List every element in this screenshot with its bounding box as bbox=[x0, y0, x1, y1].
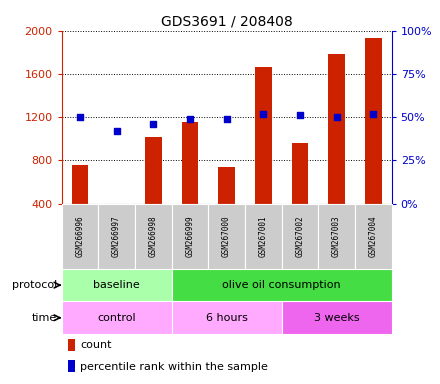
Text: GSM266998: GSM266998 bbox=[149, 215, 158, 257]
Bar bbox=[62, 269, 172, 301]
Text: GSM266996: GSM266996 bbox=[75, 215, 84, 257]
Text: 3 weeks: 3 weeks bbox=[314, 313, 359, 323]
Text: count: count bbox=[81, 341, 112, 351]
Bar bbox=[68, 339, 76, 351]
Text: GSM267001: GSM267001 bbox=[259, 215, 268, 257]
Point bbox=[113, 128, 120, 134]
Text: GSM267000: GSM267000 bbox=[222, 215, 231, 257]
Bar bbox=[145, 137, 161, 204]
Point bbox=[150, 121, 157, 127]
Text: time: time bbox=[32, 313, 57, 323]
Bar bbox=[218, 167, 235, 204]
Bar bbox=[292, 143, 308, 204]
Bar bbox=[282, 204, 318, 269]
Bar bbox=[68, 360, 76, 372]
Point bbox=[77, 114, 84, 120]
Point bbox=[370, 111, 377, 117]
Text: baseline: baseline bbox=[93, 280, 140, 290]
Point bbox=[333, 114, 340, 120]
Bar bbox=[135, 204, 172, 269]
Text: GSM266999: GSM266999 bbox=[185, 215, 194, 257]
Bar bbox=[245, 204, 282, 269]
Bar bbox=[62, 301, 172, 334]
Bar bbox=[72, 165, 88, 204]
Bar bbox=[98, 204, 135, 269]
Bar bbox=[318, 204, 355, 269]
Bar bbox=[355, 204, 392, 269]
Bar bbox=[255, 68, 271, 204]
Bar bbox=[282, 301, 392, 334]
Point bbox=[187, 116, 194, 122]
Bar bbox=[172, 204, 208, 269]
Text: GSM267004: GSM267004 bbox=[369, 215, 378, 257]
Bar bbox=[172, 269, 392, 301]
Title: GDS3691 / 208408: GDS3691 / 208408 bbox=[161, 14, 293, 28]
Point bbox=[297, 112, 304, 118]
Text: GSM267002: GSM267002 bbox=[295, 215, 304, 257]
Text: GSM266997: GSM266997 bbox=[112, 215, 121, 257]
Bar bbox=[182, 122, 198, 204]
Bar bbox=[108, 204, 125, 208]
Bar bbox=[208, 204, 245, 269]
Text: GSM267003: GSM267003 bbox=[332, 215, 341, 257]
Bar bbox=[172, 301, 282, 334]
Point bbox=[260, 111, 267, 117]
Bar bbox=[365, 38, 381, 204]
Text: 6 hours: 6 hours bbox=[205, 313, 248, 323]
Text: olive oil consumption: olive oil consumption bbox=[222, 280, 341, 290]
Text: control: control bbox=[97, 313, 136, 323]
Point bbox=[223, 116, 230, 122]
Text: percentile rank within the sample: percentile rank within the sample bbox=[81, 362, 268, 372]
Bar bbox=[328, 55, 345, 204]
Bar bbox=[62, 204, 98, 269]
Text: protocol: protocol bbox=[12, 280, 57, 290]
